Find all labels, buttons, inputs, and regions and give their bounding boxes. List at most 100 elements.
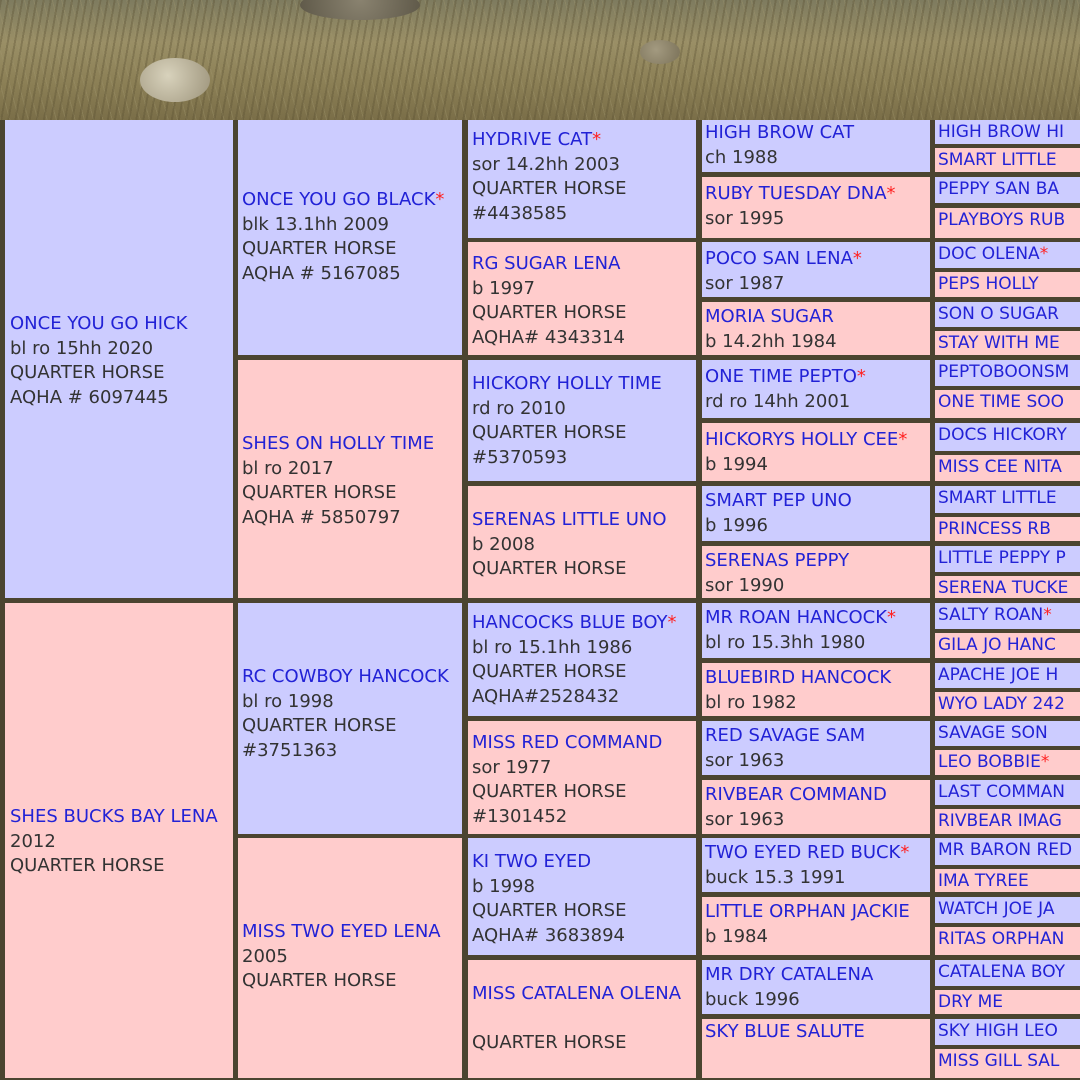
horse-info-line: sor 1977 bbox=[472, 756, 552, 778]
horse-name-link[interactable]: RG SUGAR LENA bbox=[472, 253, 621, 274]
horse-info-line: b 1996 bbox=[705, 515, 768, 536]
horse-info-line: QUARTER HORSE bbox=[242, 715, 397, 736]
horse-name-link[interactable]: SALTY ROAN bbox=[938, 605, 1044, 625]
horse-info-line: sor 14.2hh 2003 bbox=[472, 153, 620, 175]
star-marker: * bbox=[1039, 244, 1049, 264]
horse-name-link[interactable]: MISS CEE NITA bbox=[938, 457, 1062, 477]
gen5-horse-cell: LEO BOBBIE* bbox=[935, 750, 1080, 775]
star-marker: * bbox=[887, 607, 897, 628]
horse-name-link[interactable]: RUBY TUESDAY DNA bbox=[705, 183, 887, 204]
horse-info-line: bl ro 15hh 2020 bbox=[10, 337, 154, 359]
horse-info-line: AQHA#2528432 bbox=[472, 685, 620, 707]
horse-name-link[interactable]: HICKORY HOLLY TIME bbox=[472, 373, 662, 394]
horse-name-link[interactable]: HIGH BROW HI bbox=[938, 122, 1065, 142]
horse-info-line: AQHA # 5850797 bbox=[242, 506, 401, 528]
horse-name-link[interactable]: POCO SAN LENA bbox=[705, 248, 853, 269]
horse-name-link[interactable]: PEPTOBOONSM bbox=[938, 362, 1070, 382]
horse-info-line: AQHA# 3683894 bbox=[472, 924, 625, 946]
horse-name-link[interactable]: SMART PEP UNO bbox=[705, 490, 852, 511]
gen2-horse-cell: RC COWBOY HANCOCK bl ro 1998 QUARTER HORSE… bbox=[238, 603, 462, 834]
horse-info-line: #4438585 bbox=[472, 202, 568, 224]
horse-name-link[interactable]: SHES ON HOLLY TIME bbox=[242, 433, 435, 454]
horse-name-link[interactable]: CATALENA BOY bbox=[938, 962, 1066, 982]
horse-name-link[interactable]: MR DRY CATALENA bbox=[705, 964, 874, 985]
gen3-horse-cell: MISS CATALENA OLENA QUARTER HORSE bbox=[468, 960, 696, 1078]
horse-info-line: QUARTER HORSE bbox=[472, 661, 627, 682]
horse-name-link[interactable]: LEO BOBBIE bbox=[938, 752, 1041, 772]
gen4-horse-cell: SMART PEP UNO b 1996 bbox=[702, 486, 930, 541]
gen5-horse-cell: ONE TIME SOO bbox=[935, 390, 1080, 418]
gen4-horse-cell: TWO EYED RED BUCK* buck 15.3 1991 bbox=[702, 838, 930, 892]
horse-name-link[interactable]: LAST COMMAN bbox=[938, 782, 1066, 802]
horse-name-link[interactable]: SERENA TUCKE bbox=[938, 578, 1069, 598]
horse-name-link[interactable]: MISS CATALENA OLENA bbox=[472, 983, 682, 1004]
horse-name-link[interactable]: STAY WITH ME bbox=[938, 333, 1060, 353]
horse-info-line: QUARTER HORSE bbox=[242, 482, 397, 503]
horse-name-link[interactable]: MISS RED COMMAND bbox=[472, 732, 663, 753]
horse-name-link[interactable]: DOCS HICKORY bbox=[938, 425, 1067, 445]
horse-name-link[interactable]: RIVBEAR IMAG bbox=[938, 811, 1062, 831]
horse-info-line: blk 13.1hh 2009 bbox=[242, 213, 389, 235]
gen5-horse-cell: RITAS ORPHAN bbox=[935, 927, 1080, 955]
gen4-horse-cell: MORIA SUGAR b 14.2hh 1984 bbox=[702, 302, 930, 355]
horse-name-link[interactable]: RIVBEAR COMMAND bbox=[705, 784, 887, 805]
horse-name-link[interactable]: TWO EYED RED BUCK bbox=[705, 842, 901, 863]
horse-info-line: #1301452 bbox=[472, 805, 568, 827]
horse-name-link[interactable]: WATCH JOE JA bbox=[938, 899, 1055, 919]
horse-name-link[interactable]: MORIA SUGAR bbox=[705, 306, 834, 327]
horse-name-link[interactable]: ONE TIME PEPTO bbox=[705, 366, 857, 387]
horse-name-link[interactable]: DOC OLENA bbox=[938, 244, 1040, 264]
horse-name-link[interactable]: BLUEBIRD HANCOCK bbox=[705, 667, 892, 688]
horse-info-line: QUARTER HORSE bbox=[10, 855, 165, 876]
horse-name-link[interactable]: RC COWBOY HANCOCK bbox=[242, 666, 449, 687]
horse-name-link[interactable]: GILA JO HANC bbox=[938, 635, 1056, 655]
horse-name-link[interactable]: KI TWO EYED bbox=[472, 851, 592, 872]
gen3-horse-cell: RG SUGAR LENA b 1997 QUARTER HORSE AQHA# 43… bbox=[468, 242, 696, 355]
horse-name-link[interactable]: SMART LITTLE bbox=[938, 488, 1057, 508]
gen1-horse-cell: ONCE YOU GO HICK bl ro 15hh 2020 QUARTER H… bbox=[5, 120, 233, 598]
horse-name-link[interactable]: SKY BLUE SALUTE bbox=[705, 1021, 865, 1042]
horse-name-link[interactable]: APACHE JOE H bbox=[938, 665, 1059, 685]
gen5-horse-cell: WYO LADY 242 bbox=[935, 692, 1080, 716]
horse-name-link[interactable]: SKY HIGH LEO bbox=[938, 1021, 1058, 1041]
horse-name-link[interactable]: SERENAS LITTLE UNO bbox=[472, 509, 667, 530]
horse-name-link[interactable]: MR ROAN HANCOCK bbox=[705, 607, 888, 628]
horse-name-link[interactable]: WYO LADY 242 bbox=[938, 694, 1065, 714]
gen5-horse-cell: PRINCESS RB bbox=[935, 517, 1080, 541]
horse-name-link[interactable]: IMA TYREE bbox=[938, 871, 1029, 891]
horse-name-link[interactable]: DRY ME bbox=[938, 992, 1004, 1012]
star-marker: * bbox=[592, 129, 602, 150]
horse-name-link[interactable]: ONCE YOU GO BLACK bbox=[242, 189, 436, 210]
horse-info-line: QUARTER HORSE bbox=[242, 970, 397, 991]
horse-name-link[interactable]: HICKORYS HOLLY CEE bbox=[705, 429, 899, 450]
horse-name-link[interactable]: RED SAVAGE SAM bbox=[705, 725, 866, 746]
horse-name-link[interactable]: PRINCESS RB bbox=[938, 519, 1051, 539]
gen1-horse-cell: SHES BUCKS BAY LENA 2012 QUARTER HORSE bbox=[5, 603, 233, 1078]
horse-name-link[interactable]: SERENAS PEPPY bbox=[705, 550, 850, 571]
horse-name-link[interactable]: PLAYBOYS RUB bbox=[938, 210, 1066, 230]
gen4-horse-cell: POCO SAN LENA* sor 1987 bbox=[702, 242, 930, 297]
horse-name-link[interactable]: HANCOCKS BLUE BOY bbox=[472, 612, 668, 633]
horse-name-link[interactable]: MISS GILL SAL bbox=[938, 1051, 1060, 1071]
horse-info-line bbox=[472, 1007, 696, 1032]
gen4-horse-cell: RIVBEAR COMMAND sor 1963 bbox=[702, 780, 930, 834]
horse-name-link[interactable]: MISS TWO EYED LENA bbox=[242, 921, 441, 942]
horse-name-link[interactable]: PEPPY SAN BA bbox=[938, 179, 1060, 199]
horse-name-link[interactable]: SMART LITTLE bbox=[938, 150, 1057, 170]
horse-name-link[interactable]: RITAS ORPHAN bbox=[938, 929, 1065, 949]
horse-info-line: buck 15.3 1991 bbox=[705, 867, 846, 888]
horse-info-line: QUARTER HORSE bbox=[472, 900, 627, 921]
horse-name-link[interactable]: SAVAGE SON bbox=[938, 723, 1048, 743]
horse-name-link[interactable]: HIGH BROW CAT bbox=[705, 122, 855, 143]
horse-name-link[interactable]: SON O SUGAR bbox=[938, 304, 1059, 324]
horse-name-link[interactable]: MR BARON RED bbox=[938, 840, 1073, 860]
horse-name-link[interactable]: PEPS HOLLY bbox=[938, 274, 1039, 294]
horse-info-line: QUARTER HORSE bbox=[242, 238, 397, 259]
horse-name-link[interactable]: SHES BUCKS BAY LENA bbox=[10, 806, 218, 827]
horse-name-link[interactable]: LITTLE PEPPY P bbox=[938, 548, 1066, 568]
horse-name-link[interactable]: ONCE YOU GO HICK bbox=[10, 313, 188, 334]
gen3-horse-cell: HYDRIVE CAT* sor 14.2hh 2003 QUARTER HORSE… bbox=[468, 120, 696, 238]
horse-name-link[interactable]: HYDRIVE CAT bbox=[472, 129, 593, 150]
horse-name-link[interactable]: ONE TIME SOO bbox=[938, 392, 1065, 412]
horse-name-link[interactable]: LITTLE ORPHAN JACKIE bbox=[705, 901, 910, 922]
